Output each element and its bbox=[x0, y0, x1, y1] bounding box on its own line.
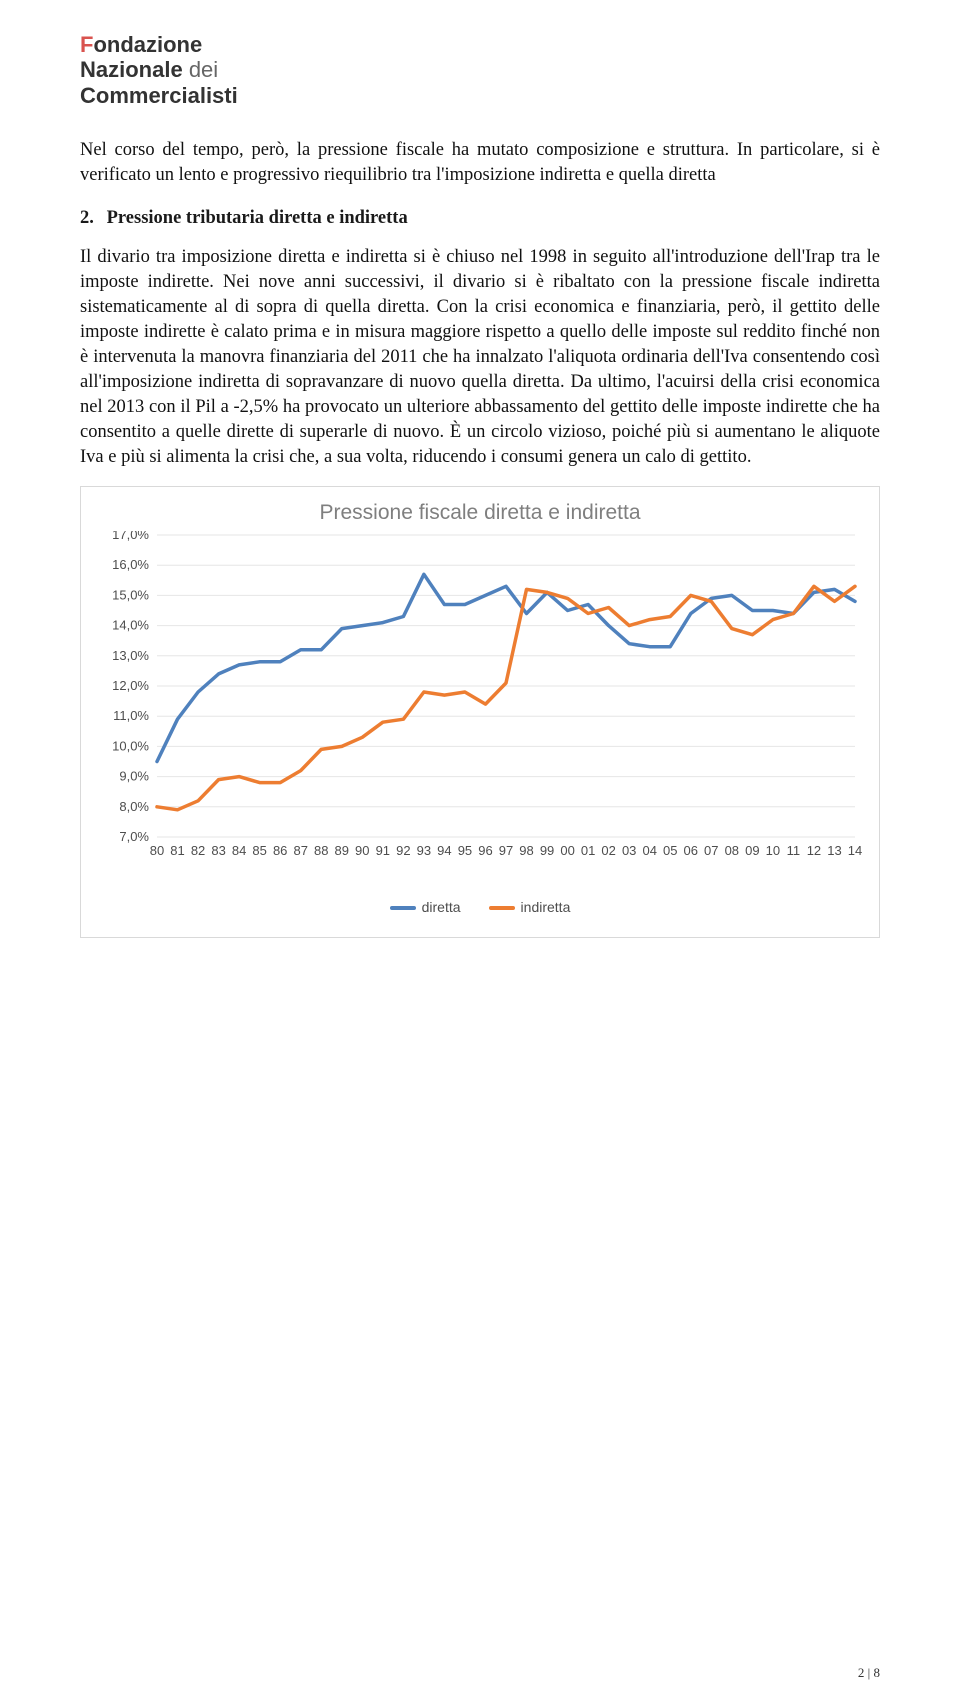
legend-label: indiretta bbox=[521, 899, 571, 915]
logo-line2-a: Nazionale bbox=[80, 57, 189, 82]
svg-text:95: 95 bbox=[458, 843, 472, 858]
logo-line3: Commercialisti bbox=[80, 83, 880, 108]
logo-accent-letter: F bbox=[80, 32, 93, 57]
legend-item-diretta: diretta bbox=[390, 899, 461, 915]
svg-text:06: 06 bbox=[684, 843, 698, 858]
svg-text:96: 96 bbox=[478, 843, 492, 858]
svg-text:99: 99 bbox=[540, 843, 554, 858]
svg-text:82: 82 bbox=[191, 843, 205, 858]
logo-line1-rest: ondazione bbox=[93, 32, 202, 57]
svg-text:03: 03 bbox=[622, 843, 636, 858]
svg-text:12: 12 bbox=[807, 843, 821, 858]
svg-text:02: 02 bbox=[601, 843, 615, 858]
svg-text:14,0%: 14,0% bbox=[112, 617, 149, 632]
line-chart: 7,0% 8,0% 9,0% 10,0% 11,0% 12,0% 13,0% 14,0% 15,… bbox=[95, 531, 865, 891]
svg-text:84: 84 bbox=[232, 843, 246, 858]
section-title: Pressione tributaria diretta e indiretta bbox=[107, 208, 408, 228]
svg-text:00: 00 bbox=[560, 843, 574, 858]
legend-swatch bbox=[489, 906, 515, 910]
svg-text:04: 04 bbox=[642, 843, 656, 858]
svg-text:98: 98 bbox=[519, 843, 533, 858]
section-heading: 2. Pressione tributaria diretta e indire… bbox=[80, 206, 880, 231]
body-paragraph: Il divario tra imposizione diretta e ind… bbox=[80, 245, 880, 470]
legend-label: diretta bbox=[422, 899, 461, 915]
svg-text:83: 83 bbox=[211, 843, 225, 858]
svg-text:17,0%: 17,0% bbox=[112, 531, 149, 542]
svg-text:11: 11 bbox=[787, 843, 801, 858]
svg-text:86: 86 bbox=[273, 843, 287, 858]
brand-logo: Fondazione Nazionale dei Commercialisti bbox=[80, 32, 880, 108]
chart-title: Pressione fiscale diretta e indiretta bbox=[320, 501, 641, 525]
svg-text:10: 10 bbox=[766, 843, 780, 858]
svg-text:05: 05 bbox=[663, 843, 677, 858]
svg-text:94: 94 bbox=[437, 843, 451, 858]
svg-text:8,0%: 8,0% bbox=[119, 798, 149, 813]
svg-text:16,0%: 16,0% bbox=[112, 557, 149, 572]
svg-text:9,0%: 9,0% bbox=[119, 768, 149, 783]
svg-text:01: 01 bbox=[581, 843, 595, 858]
svg-text:80: 80 bbox=[150, 843, 164, 858]
svg-text:90: 90 bbox=[355, 843, 369, 858]
svg-text:07: 07 bbox=[704, 843, 718, 858]
svg-text:13,0%: 13,0% bbox=[112, 647, 149, 662]
section-number: 2. bbox=[80, 206, 102, 231]
intro-paragraph: Nel corso del tempo, però, la pressione … bbox=[80, 138, 880, 188]
svg-text:14: 14 bbox=[848, 843, 862, 858]
svg-text:81: 81 bbox=[170, 843, 184, 858]
svg-text:15,0%: 15,0% bbox=[112, 587, 149, 602]
svg-text:92: 92 bbox=[396, 843, 410, 858]
svg-text:87: 87 bbox=[293, 843, 307, 858]
chart-legend: diretta indiretta bbox=[95, 899, 865, 915]
svg-text:13: 13 bbox=[827, 843, 841, 858]
legend-item-indiretta: indiretta bbox=[489, 899, 571, 915]
svg-text:93: 93 bbox=[417, 843, 431, 858]
series-diretta bbox=[157, 574, 855, 761]
svg-text:88: 88 bbox=[314, 843, 328, 858]
svg-text:11,0%: 11,0% bbox=[113, 708, 149, 723]
page-sep: | bbox=[864, 1665, 873, 1680]
svg-text:12,0%: 12,0% bbox=[112, 678, 149, 693]
page-footer: 2 | 8 bbox=[858, 1665, 880, 1681]
page-total: 8 bbox=[874, 1665, 881, 1680]
legend-swatch bbox=[390, 906, 416, 910]
logo-line2-b: dei bbox=[189, 57, 218, 82]
svg-text:91: 91 bbox=[376, 843, 390, 858]
svg-text:09: 09 bbox=[745, 843, 759, 858]
svg-text:10,0%: 10,0% bbox=[112, 738, 149, 753]
chart-container: Pressione fiscale diretta e indiretta 7,… bbox=[80, 486, 880, 938]
svg-text:97: 97 bbox=[499, 843, 513, 858]
svg-text:85: 85 bbox=[252, 843, 266, 858]
svg-text:7,0%: 7,0% bbox=[119, 829, 149, 844]
svg-text:89: 89 bbox=[335, 843, 349, 858]
svg-text:08: 08 bbox=[725, 843, 739, 858]
